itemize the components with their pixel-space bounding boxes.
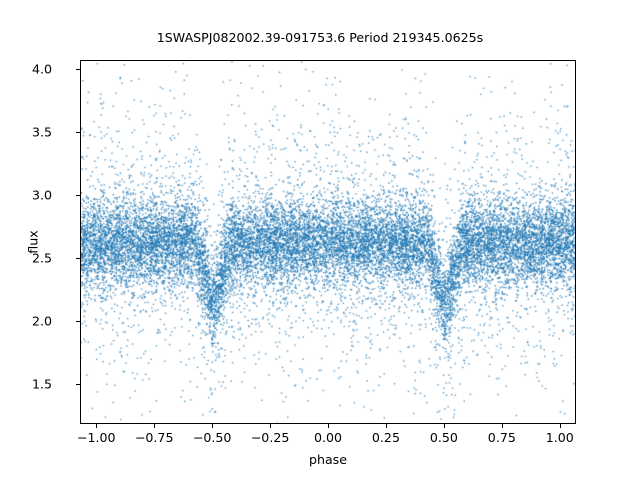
y-tick-label: 2.5 (31, 250, 52, 266)
y-tick-mark (76, 320, 80, 322)
x-tick-mark (501, 424, 503, 428)
x-tick-mark (385, 424, 387, 428)
x-tick-mark (154, 424, 156, 428)
y-tick-label: 3.5 (31, 124, 52, 140)
x-tick-label: 0.25 (371, 430, 400, 445)
x-tick-label: −0.50 (192, 430, 232, 445)
x-tick-mark (96, 424, 98, 428)
plot-axes (80, 60, 576, 424)
x-tick-mark (559, 424, 561, 428)
x-tick-mark (328, 424, 330, 428)
x-tick-mark (443, 424, 445, 428)
x-tick-label: −1.00 (76, 430, 116, 445)
x-tick-mark (212, 424, 214, 428)
y-tick-mark (76, 257, 80, 259)
x-tick-label: −0.75 (134, 430, 174, 445)
x-tick-label: 0.75 (487, 430, 516, 445)
x-tick-label: 0.00 (313, 430, 343, 445)
y-tick-label: 2.0 (31, 313, 52, 329)
x-tick-label: −0.25 (250, 430, 290, 445)
y-tick-label: 3.0 (31, 187, 52, 203)
y-tick-mark (76, 194, 80, 196)
page-title: 1SWASPJ082002.39-091753.6 Period 219345.… (156, 30, 484, 45)
x-tick-label: 1.00 (545, 430, 574, 445)
x-tick-label: 0.50 (429, 430, 458, 445)
x-tick-mark (270, 424, 272, 428)
y-tick-label: 4.0 (31, 61, 52, 77)
scatter-plot-canvas (81, 61, 575, 423)
y-tick-mark (76, 383, 80, 385)
y-tick-label: 1.5 (31, 376, 52, 392)
y-tick-mark (76, 131, 80, 133)
x-axis-label: phase (308, 452, 347, 467)
y-tick-mark (76, 68, 80, 70)
